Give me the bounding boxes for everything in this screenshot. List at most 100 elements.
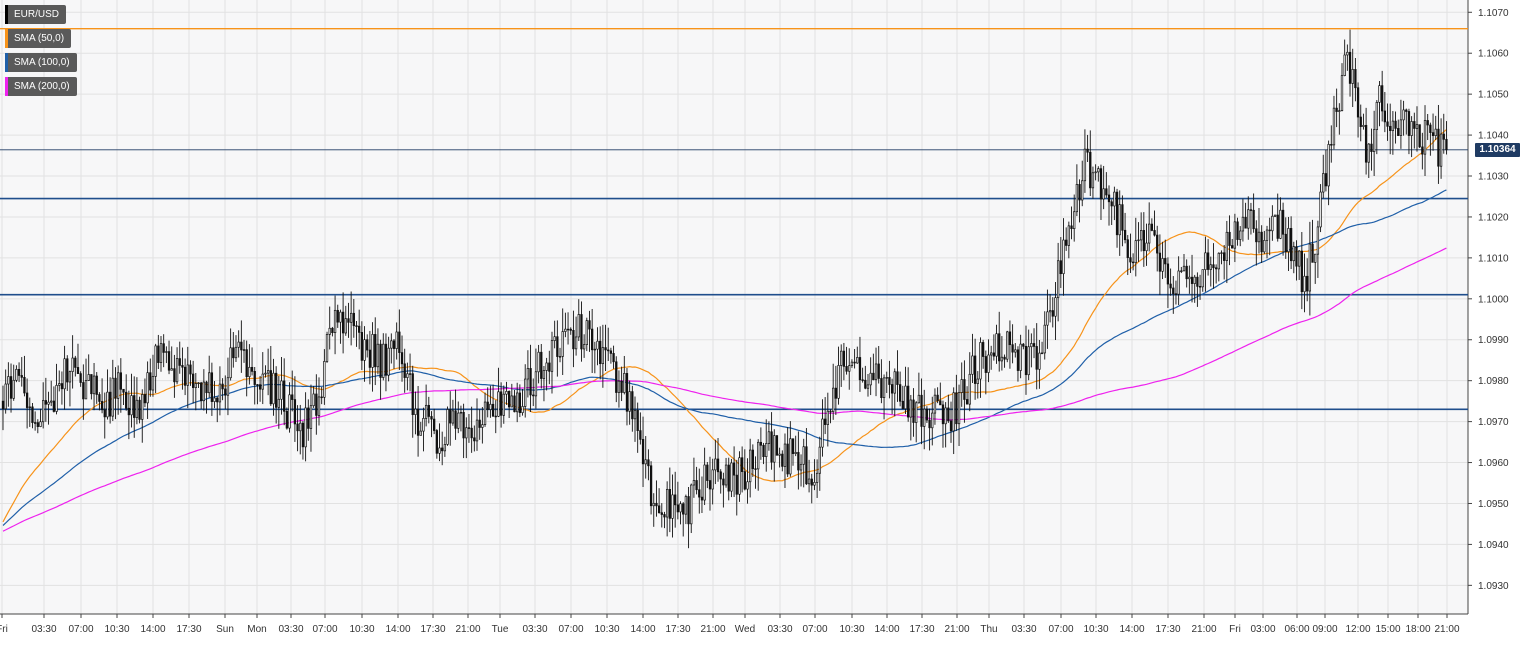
candle-body [451,410,455,424]
candle-body [917,394,921,404]
candle-body [818,446,821,474]
candle-body [802,446,805,465]
candle-body [1292,246,1295,262]
candle-body [740,457,744,472]
candle-body [248,366,251,378]
candle-body [167,351,171,371]
candle-body [277,398,280,408]
candle-body [186,364,189,386]
candle-body [221,383,224,390]
sma-50-line [2,129,1447,523]
sma-200-swatch [5,77,8,96]
candle-body [1287,228,1290,253]
candle-body [869,372,872,386]
candle-body [154,345,157,377]
candle-body [714,458,717,471]
candle-body [778,453,781,456]
candle-body [336,309,339,323]
candle-body [582,344,586,350]
candle-body [111,377,114,417]
candle-body [1241,216,1245,232]
x-tick-label: Mon [247,624,266,635]
candle-body [390,340,393,349]
x-tick-label: Tue [492,624,509,635]
candle-body [609,350,613,354]
candle-body [1180,270,1183,272]
legend-symbol[interactable]: EUR/USD [5,5,67,24]
candle-body [907,385,910,418]
candle-body [923,408,926,427]
candle-body [1121,204,1124,231]
x-tick-label: Fri [1229,624,1241,635]
candle-body [58,383,61,386]
x-tick-label: 14:00 [630,624,655,635]
candle-body [1370,143,1373,152]
candle-body [767,431,771,444]
candle-body [15,368,18,381]
legend-symbol-label: EUR/USD [14,9,60,20]
candle-body [561,331,564,357]
candle-body [135,399,139,418]
candle-body [872,372,875,381]
candle-body [823,418,827,425]
candle-body [805,446,808,485]
candle-body [309,405,313,429]
x-tick-label: 15:00 [1375,624,1400,635]
candle-body [1075,184,1079,213]
candle-body [208,372,211,394]
x-tick-label: 17:30 [420,624,445,635]
candle-body [716,458,720,473]
candle-body [874,363,878,381]
candle-body [1311,243,1314,263]
candle-body [577,314,580,338]
candle-body [1378,85,1381,103]
candle-body [939,400,942,406]
candle-body [1394,120,1397,129]
candle-body [87,374,90,381]
candle-body [834,387,838,399]
candle-body [995,333,998,357]
candle-body [655,502,658,507]
candle-body [775,435,779,456]
candle-body [1059,260,1062,275]
x-tick-label: Sun [216,624,234,635]
legend-sma-50[interactable]: SMA (50,0) [5,29,72,48]
candle-body [224,388,227,396]
x-tick-label: 21:00 [1191,624,1216,635]
candle-body [1346,51,1349,56]
candle-body [636,410,639,431]
candle-body [529,368,532,396]
candle-body [1284,233,1287,253]
candle-body [813,482,816,486]
candle-body [1431,132,1435,137]
candle-body [1030,343,1033,348]
candle-body [159,343,163,363]
candle-body [1421,146,1424,155]
candle-body [757,441,760,470]
candle-body [133,395,136,418]
x-tick-label: 14:00 [874,624,899,635]
candle-body [925,408,929,421]
candle-body [882,377,886,398]
candle-body [1415,124,1419,129]
candle-body [738,457,741,495]
candle-body [893,371,896,394]
candle-body [781,453,784,467]
candle-body [593,348,596,351]
candle-body [191,373,195,388]
candle-body [558,356,562,358]
candle-body [569,328,572,331]
candle-body [424,404,428,419]
candle-body [98,394,101,402]
legend-sma-200[interactable]: SMA (200,0) [5,77,77,96]
candle-body [684,496,688,515]
candle-body [122,388,125,393]
candle-body [524,378,527,407]
candle-body [446,409,449,445]
legend-sma-100[interactable]: SMA (100,0) [5,53,77,72]
candle-body [1022,343,1025,347]
candle-body [1182,265,1186,272]
candle-body [639,430,642,440]
candle-body [1073,211,1076,230]
